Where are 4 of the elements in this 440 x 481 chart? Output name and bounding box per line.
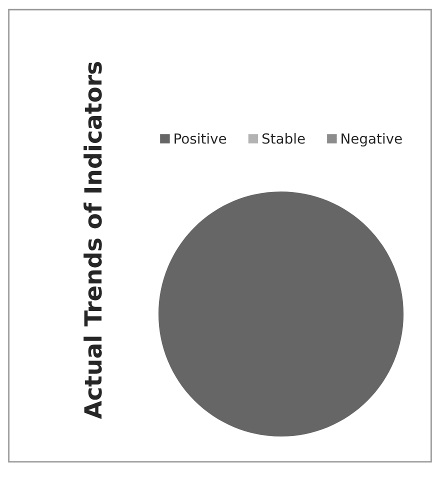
legend-label: Positive <box>174 133 226 144</box>
text: Actual Trends of Indicators <box>84 62 102 419</box>
legend-label: Negative <box>342 133 402 146</box>
legend-label: Stable <box>262 133 305 144</box>
